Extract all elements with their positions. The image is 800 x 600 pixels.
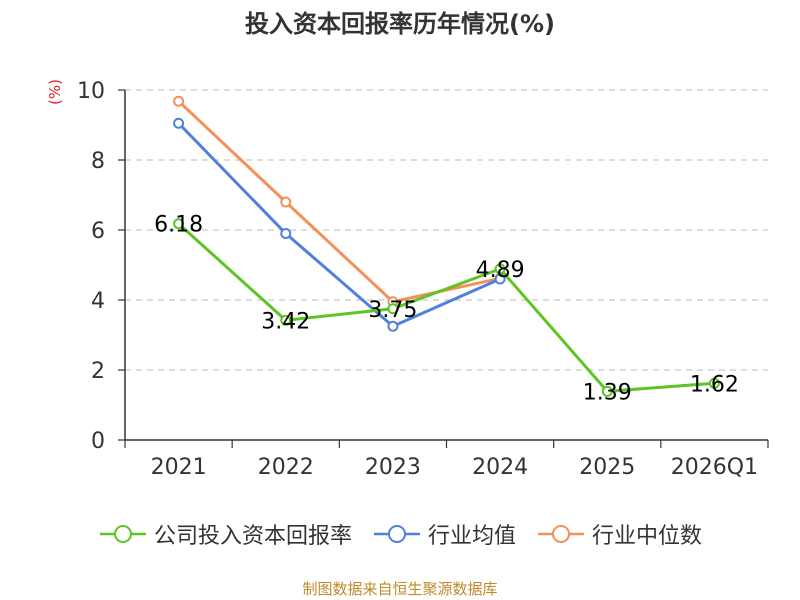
data-point <box>708 377 720 389</box>
y-tick-label: 6 <box>91 219 105 244</box>
y-tick-label: 4 <box>91 289 105 314</box>
axes <box>118 89 769 448</box>
data-label: 1.62 <box>690 372 739 397</box>
x-tick-label: 2021 <box>151 455 207 480</box>
legend-item-industry-median[interactable]: 行业中位数 <box>536 518 702 550</box>
grid-lines <box>125 89 768 371</box>
y-tick-label: 2 <box>91 359 105 384</box>
source-note: 制图数据来自恒生聚源数据库 <box>302 580 498 598</box>
legend-item-company[interactable]: 公司投入资本回报率 <box>98 518 352 550</box>
data-point <box>387 320 399 332</box>
data-point <box>280 228 292 239</box>
x-tick-label: 2023 <box>365 455 421 480</box>
chart-title: 投入资本回报率历年情况(%) <box>245 10 555 38</box>
line-chart: 0 2 4 6 8 10 2021 2022 2023 2024 2025 2026Q1 6.18 3.… <box>77 79 769 480</box>
series-line-1 <box>177 122 501 328</box>
data-labels: 6.18 3.42 3.75 4.89 1.39 1.62 <box>154 213 739 406</box>
data-point <box>494 273 506 285</box>
series-lines <box>177 100 715 393</box>
data-point <box>173 117 185 129</box>
legend-line-marker-average <box>373 525 420 543</box>
legend-label-average: 行业均值 <box>427 524 516 549</box>
data-label: 1.39 <box>583 380 632 405</box>
x-tick-label: 2024 <box>472 455 528 480</box>
data-point <box>601 385 613 397</box>
data-point <box>280 314 292 326</box>
data-label: 3.42 <box>261 309 310 334</box>
x-tick-label: 2022 <box>258 455 314 480</box>
legend-line-marker-median <box>538 525 584 543</box>
x-tick-label: 2025 <box>579 455 635 480</box>
data-label: 6.18 <box>154 213 203 238</box>
data-point <box>494 263 506 275</box>
data-point <box>173 95 185 107</box>
legend-label-median: 行业中位数 <box>592 524 703 549</box>
legend-label-company: 公司投入资本回报率 <box>153 524 352 549</box>
legend-line-marker-company <box>99 525 146 543</box>
series-line-2 <box>177 100 501 304</box>
legend: 公司投入资本回报率 行业均值 行业中位数 <box>0 518 800 550</box>
data-point <box>173 218 185 230</box>
data-point <box>387 303 399 315</box>
y-tick-label: 8 <box>91 149 105 174</box>
tick-labels: 0 2 4 6 8 10 2021 2022 2023 2024 2025 2026Q1 <box>77 79 758 480</box>
series-points <box>173 95 720 397</box>
data-point <box>280 196 292 208</box>
legend-item-industry-average[interactable]: 行业均值 <box>372 518 516 550</box>
data-label: 4.89 <box>476 258 525 283</box>
data-label: 3.75 <box>368 298 417 323</box>
y-tick-label: 0 <box>91 429 105 454</box>
x-tick-label: 2026Q1 <box>671 455 758 480</box>
series-line-0 <box>177 222 715 393</box>
y-tick-label: 10 <box>77 79 105 104</box>
